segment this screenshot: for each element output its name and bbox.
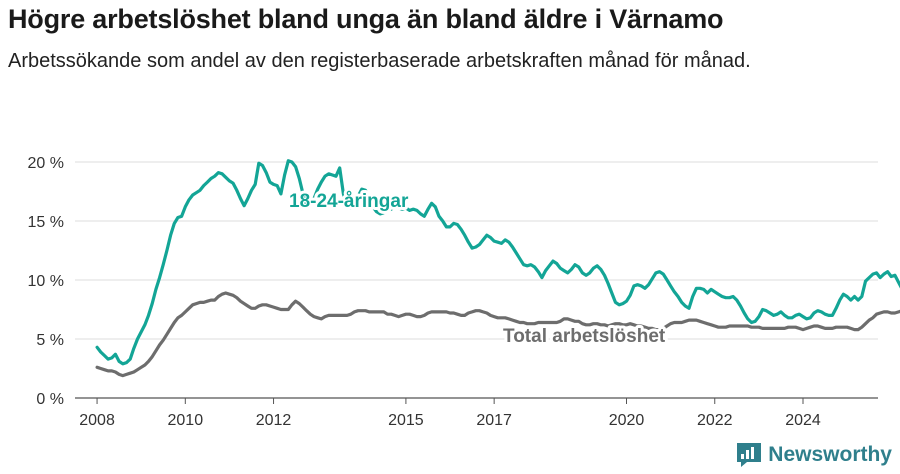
y-tick-label: 20 % <box>28 155 64 172</box>
y-tick-label: 10 % <box>28 273 64 290</box>
y-tick-label: 5 % <box>36 332 64 349</box>
x-tick-label: 2008 <box>79 412 115 429</box>
series-line-youth <box>95 159 900 366</box>
x-tick-label: 2024 <box>785 412 821 429</box>
brand-name: Newsworthy <box>768 443 892 466</box>
series-line-total <box>95 291 900 378</box>
x-tick-label: 2015 <box>388 412 424 429</box>
series-lines <box>95 159 900 378</box>
newsworthy-logo: Newsworthy <box>736 442 892 468</box>
x-axis: 2008 2010 2012 2015 2017 2020 2022 2024 <box>79 398 821 429</box>
y-axis-ticks: 0 % 5 % 10 % 15 % 20 % <box>28 155 64 408</box>
y-tick-label: 0 % <box>36 391 64 408</box>
series-label-total: Total arbetslöshet <box>503 326 666 347</box>
grid-lines <box>75 161 878 399</box>
y-tick-label: 15 % <box>28 214 64 231</box>
x-tick-label: 2012 <box>256 412 292 429</box>
x-tick-label: 2010 <box>168 412 204 429</box>
x-tick-label: 2020 <box>609 412 645 429</box>
chart-subtitle: Arbetssökande som andel av den registerb… <box>8 50 751 72</box>
series-label-youth: 18-24-åringar <box>289 191 409 212</box>
newsworthy-logo-icon <box>737 443 762 467</box>
x-tick-label: 2017 <box>476 412 512 429</box>
chart-title: Högre arbetslöshet bland unga än bland ä… <box>8 4 724 34</box>
x-tick-label: 2022 <box>697 412 733 429</box>
